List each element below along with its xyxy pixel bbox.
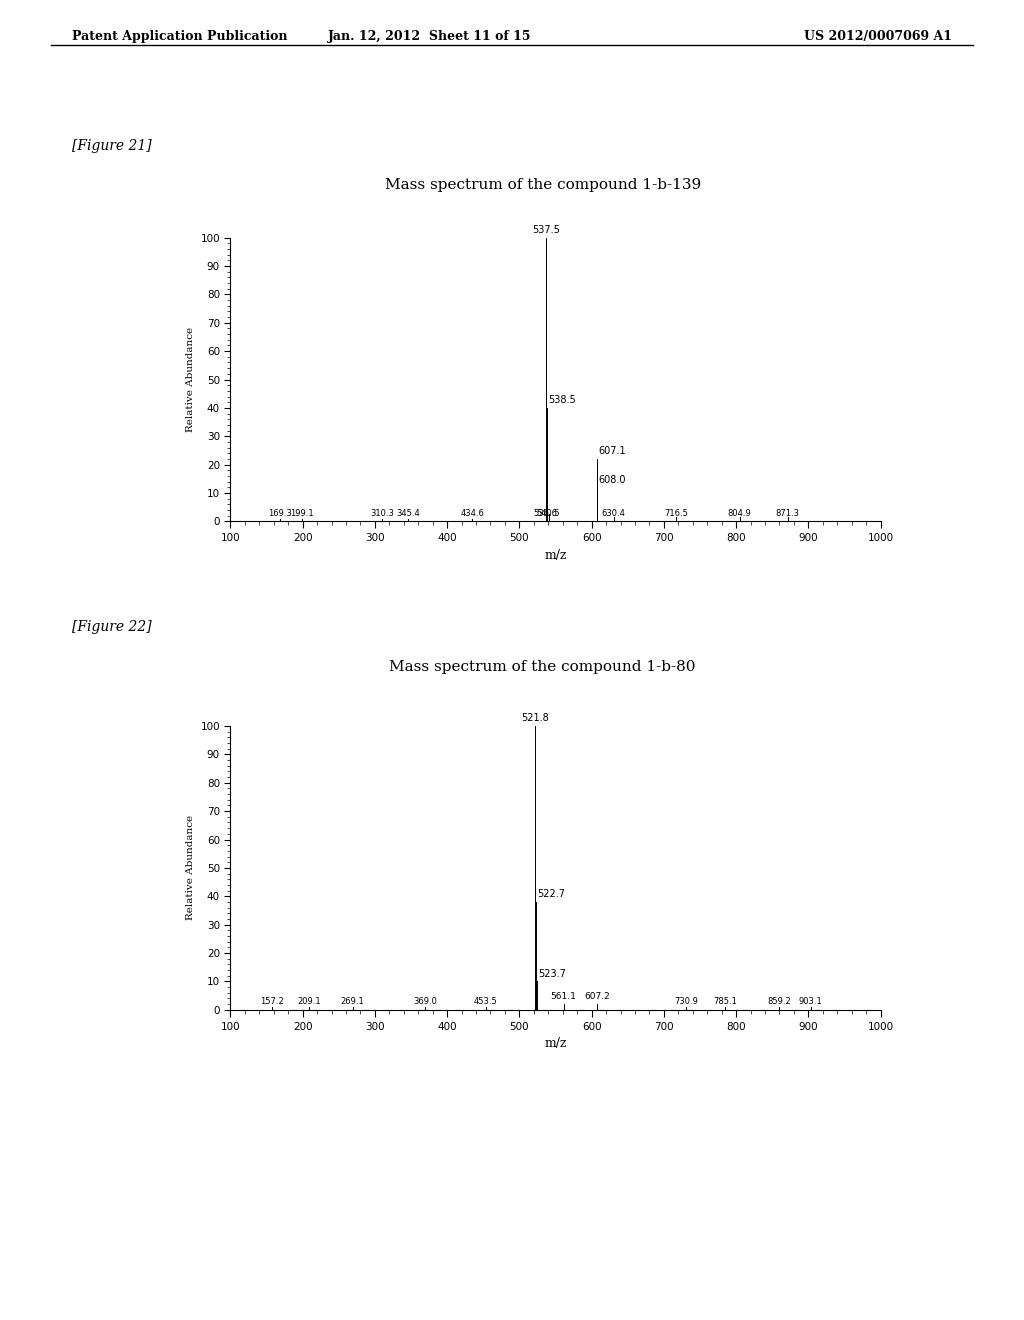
Text: 608.0: 608.0 [599, 474, 627, 484]
Text: 730.9: 730.9 [674, 998, 698, 1006]
Text: 538.5: 538.5 [549, 395, 577, 405]
Text: 537.5: 537.5 [532, 224, 560, 235]
Text: US 2012/0007069 A1: US 2012/0007069 A1 [804, 30, 952, 44]
Y-axis label: Relative Abundance: Relative Abundance [185, 816, 195, 920]
Text: 434.6: 434.6 [460, 510, 484, 517]
Text: 345.4: 345.4 [396, 510, 420, 517]
Text: 859.2: 859.2 [767, 998, 791, 1006]
Text: 561.1: 561.1 [551, 993, 577, 1002]
Text: 540.5: 540.5 [537, 510, 560, 517]
Text: 199.1: 199.1 [290, 510, 313, 517]
Text: 523.7: 523.7 [538, 969, 566, 978]
Text: 310.3: 310.3 [371, 510, 394, 517]
Text: 209.1: 209.1 [297, 998, 322, 1006]
Text: 607.1: 607.1 [598, 446, 626, 457]
Text: 785.1: 785.1 [714, 998, 737, 1006]
Text: 521.8: 521.8 [521, 713, 549, 723]
Text: 369.0: 369.0 [413, 998, 436, 1006]
Text: 903.1: 903.1 [799, 998, 822, 1006]
Text: 630.4: 630.4 [602, 510, 626, 517]
Text: 536.6: 536.6 [534, 510, 558, 517]
Text: Jan. 12, 2012  Sheet 11 of 15: Jan. 12, 2012 Sheet 11 of 15 [329, 30, 531, 44]
Text: 169.3: 169.3 [268, 510, 293, 517]
Text: 157.2: 157.2 [260, 998, 284, 1006]
X-axis label: m/z: m/z [545, 1038, 566, 1051]
Text: 716.5: 716.5 [664, 510, 688, 517]
Text: Mass spectrum of the compound 1-b-139: Mass spectrum of the compound 1-b-139 [385, 178, 700, 193]
Text: 804.9: 804.9 [728, 510, 752, 517]
Text: 269.1: 269.1 [341, 998, 365, 1006]
Text: [Figure 21]: [Figure 21] [72, 139, 152, 153]
Text: 522.7: 522.7 [538, 890, 565, 899]
X-axis label: m/z: m/z [545, 549, 566, 562]
Y-axis label: Relative Abundance: Relative Abundance [185, 327, 195, 432]
Text: 871.3: 871.3 [775, 510, 800, 517]
Text: 607.2: 607.2 [584, 993, 609, 1002]
Text: [Figure 22]: [Figure 22] [72, 620, 152, 635]
Text: Patent Application Publication: Patent Application Publication [72, 30, 287, 44]
Text: 453.5: 453.5 [474, 998, 498, 1006]
Text: Mass spectrum of the compound 1-b-80: Mass spectrum of the compound 1-b-80 [389, 660, 696, 675]
